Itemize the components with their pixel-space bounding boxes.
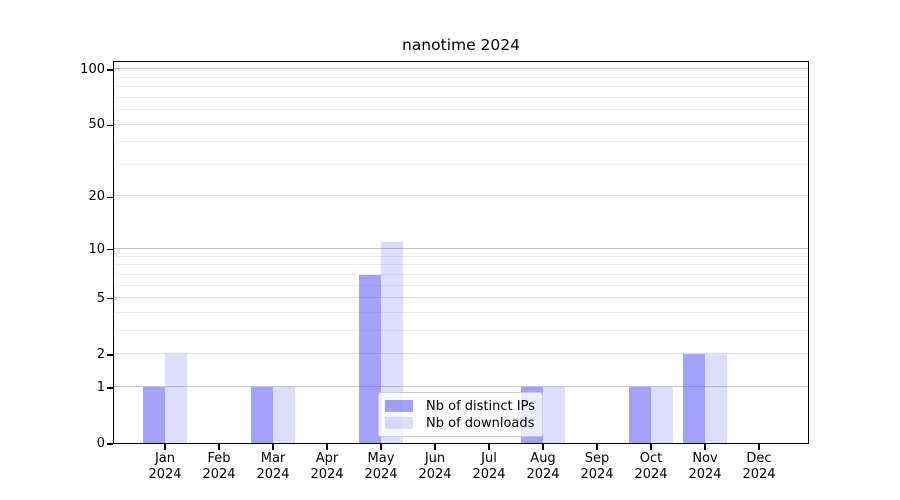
bar-distinct-ips-jan bbox=[142, 386, 165, 443]
legend: Nb of distinct IPs Nb of downloads bbox=[378, 392, 543, 437]
gridline-y-1 bbox=[114, 386, 808, 388]
x-tick-mark-aug bbox=[542, 444, 544, 450]
legend-entry-downloads: Nb of downloads bbox=[385, 415, 534, 431]
y-tick-label-50: 50 bbox=[88, 117, 105, 133]
x-tick-label-sep: Sep 2024 bbox=[580, 451, 614, 482]
y-tick-label-20: 20 bbox=[88, 189, 105, 205]
gridline-y-5 bbox=[114, 296, 808, 298]
y-tick-mark-5 bbox=[107, 298, 113, 300]
gridline-y-6 bbox=[114, 284, 808, 286]
x-tick-mark-may bbox=[380, 444, 382, 450]
gridline-y-100 bbox=[114, 68, 808, 70]
legend-entry-distinct-ips: Nb of distinct IPs bbox=[385, 398, 535, 414]
x-tick-mark-jun bbox=[434, 444, 436, 450]
gridline-y-30 bbox=[114, 163, 808, 165]
y-tick-mark-20 bbox=[107, 196, 113, 198]
x-tick-label-oct: Oct 2024 bbox=[634, 451, 668, 482]
gridline-y-70 bbox=[114, 96, 808, 98]
y-tick-label-5: 5 bbox=[96, 290, 105, 306]
x-tick-mark-jan bbox=[164, 444, 166, 450]
bar-distinct-ips-nov bbox=[682, 353, 705, 443]
x-tick-label-aug: Aug 2024 bbox=[526, 451, 560, 482]
bar-downloads-nov bbox=[704, 353, 727, 443]
bar-distinct-ips-mar bbox=[250, 386, 273, 443]
y-tick-mark-1 bbox=[107, 387, 113, 389]
x-tick-mark-dec bbox=[758, 444, 760, 450]
gridline-y-90 bbox=[114, 76, 808, 78]
x-tick-mark-mar bbox=[272, 444, 274, 450]
gridline-y-50 bbox=[114, 123, 808, 125]
legend-swatch-distinct-ips bbox=[385, 400, 413, 412]
gridline-y-10 bbox=[114, 247, 808, 250]
gridline-y-20 bbox=[114, 195, 808, 197]
gridline-y-60 bbox=[114, 109, 808, 111]
y-tick-label-100: 100 bbox=[80, 62, 105, 77]
gridline-y-3 bbox=[114, 329, 808, 331]
gridline-y-4 bbox=[114, 311, 808, 313]
x-tick-label-nov: Nov 2024 bbox=[688, 451, 722, 482]
bar-distinct-ips-may bbox=[358, 274, 381, 443]
x-tick-label-jul: Jul 2024 bbox=[472, 451, 506, 482]
y-tick-mark-0 bbox=[107, 443, 113, 445]
x-tick-label-mar: Mar 2024 bbox=[256, 451, 290, 482]
y-tick-mark-100 bbox=[107, 69, 113, 71]
y-tick-label-0: 0 bbox=[96, 436, 105, 451]
gridline-y-9 bbox=[114, 255, 808, 257]
x-tick-mark-oct bbox=[650, 444, 652, 450]
gridline-y-8 bbox=[114, 264, 808, 266]
x-tick-label-jun: Jun 2024 bbox=[418, 451, 452, 482]
chart-title: nanotime 2024 bbox=[401, 36, 521, 54]
bar-distinct-ips-oct bbox=[628, 386, 651, 443]
x-tick-mark-apr bbox=[326, 444, 328, 450]
bar-downloads-mar bbox=[272, 386, 295, 443]
y-tick-mark-10 bbox=[107, 248, 113, 251]
x-tick-label-feb: Feb 2024 bbox=[202, 451, 236, 482]
y-tick-mark-50 bbox=[107, 124, 113, 127]
gridline-y-40 bbox=[114, 141, 808, 143]
y-tick-label-2: 2 bbox=[96, 346, 105, 362]
gridline-y-2 bbox=[114, 353, 808, 355]
x-tick-mark-sep bbox=[596, 444, 598, 450]
plot-area bbox=[113, 61, 809, 444]
legend-label-downloads: Nb of downloads bbox=[426, 415, 535, 431]
x-tick-mark-feb bbox=[218, 444, 220, 450]
bar-downloads-jan bbox=[164, 353, 187, 443]
x-tick-mark-nov bbox=[704, 444, 706, 450]
y-tick-label-1: 1 bbox=[96, 379, 105, 395]
x-tick-label-may: May 2024 bbox=[364, 451, 398, 482]
bar-downloads-aug bbox=[542, 386, 565, 443]
y-tick-mark-2 bbox=[107, 354, 113, 356]
x-tick-mark-jul bbox=[488, 444, 490, 450]
x-tick-label-jan: Jan 2024 bbox=[148, 451, 182, 482]
legend-swatch-downloads bbox=[385, 417, 413, 429]
gridline-y-7 bbox=[114, 273, 808, 275]
gridline-y-80 bbox=[114, 86, 808, 88]
y-tick-label-10: 10 bbox=[88, 241, 105, 257]
x-tick-label-dec: Dec 2024 bbox=[742, 451, 776, 482]
x-tick-label-apr: Apr 2024 bbox=[310, 451, 344, 482]
bar-downloads-oct bbox=[650, 386, 673, 443]
legend-label-distinct-ips: Nb of distinct IPs bbox=[426, 398, 535, 414]
